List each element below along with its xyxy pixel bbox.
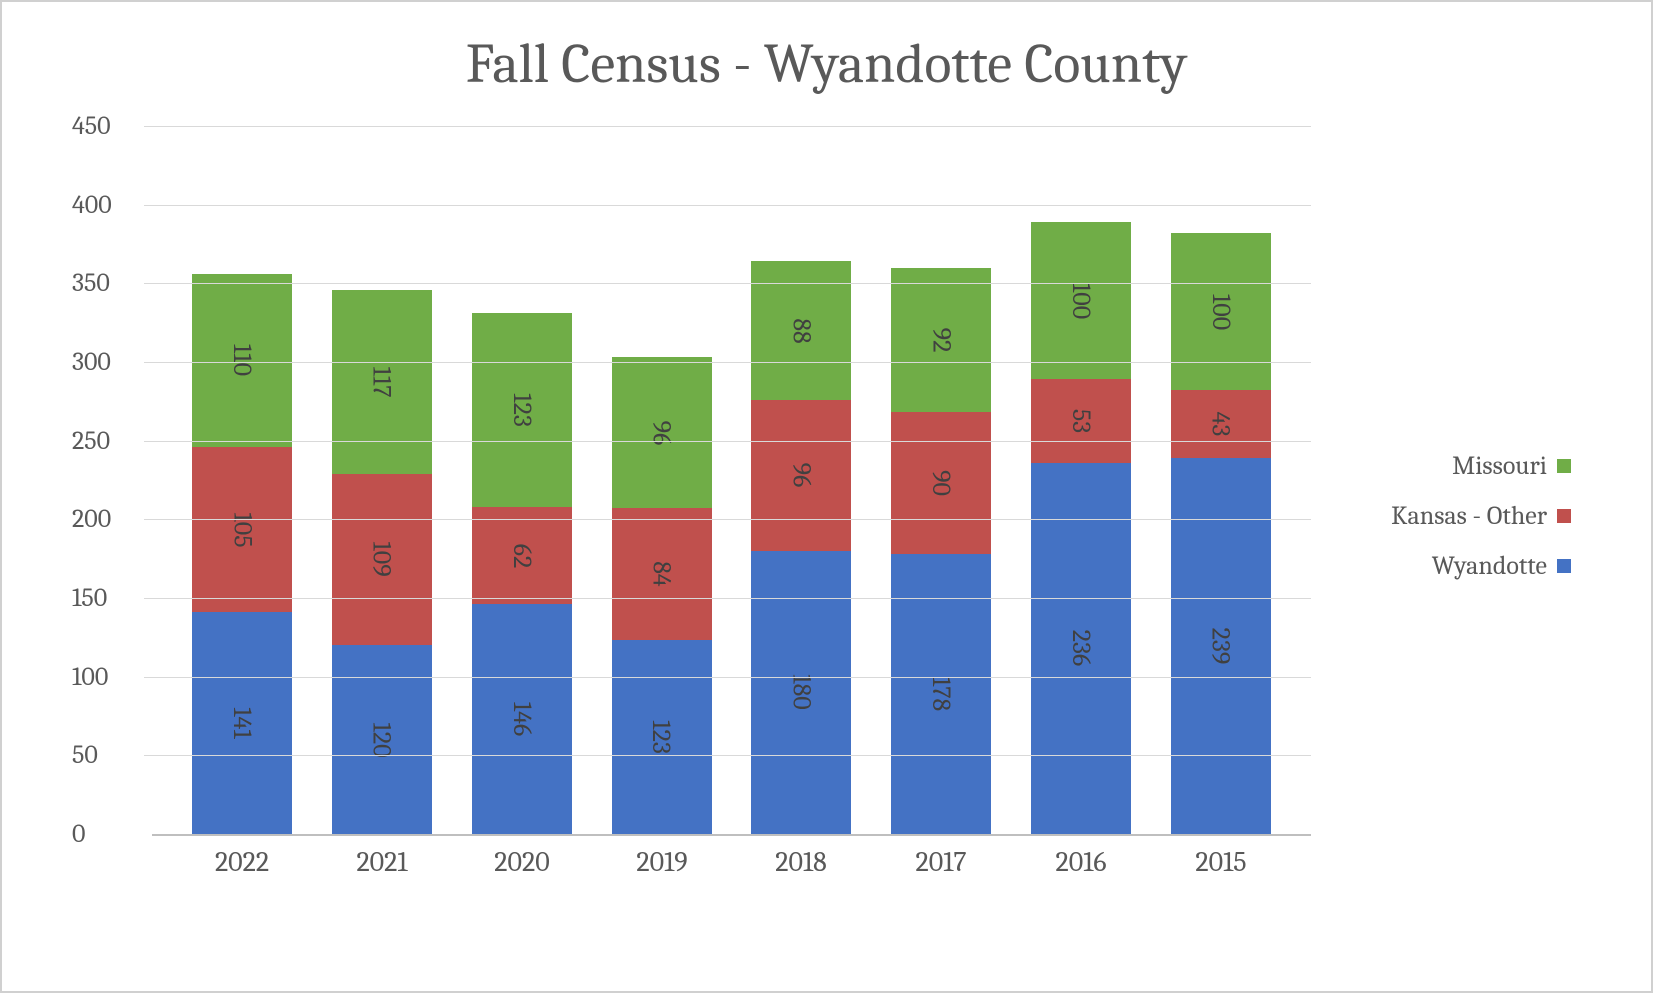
bar-value-label: 236 — [1066, 630, 1096, 666]
bar-segment: 90 — [891, 412, 991, 554]
bar-segment: 92 — [891, 268, 991, 413]
legend: Missouri Kansas - Other Wyandotte — [1311, 126, 1591, 906]
y-tick-label: 0 — [72, 819, 142, 849]
bar-value-label: 84 — [647, 562, 677, 587]
y-tick-label: 250 — [72, 426, 142, 456]
gridline — [144, 755, 1311, 756]
bar-segment: 178 — [891, 554, 991, 834]
y-tick-label: 450 — [72, 111, 142, 141]
bar-value-label: 146 — [507, 702, 537, 736]
y-tick-label: 400 — [72, 190, 142, 220]
bar-value-label: 109 — [367, 542, 397, 577]
legend-item: Missouri — [1311, 451, 1571, 481]
legend-swatch — [1557, 559, 1571, 573]
bar-value-label: 92 — [926, 328, 956, 353]
legend-swatch — [1557, 459, 1571, 473]
bars-group: 239 43 100 236 53 100 178 90 92 180 96 88 123 84 96 146… — [152, 126, 1311, 834]
y-tick-label: 200 — [72, 504, 142, 534]
bar-value-label: 96 — [786, 463, 816, 488]
bar-segment: 141 — [192, 612, 292, 834]
chart-body: Missouri Kansas - Other Wyandotte 239 43 100… — [22, 126, 1631, 906]
bar-value-label: 88 — [786, 318, 816, 343]
chart-container: Fall Census - Wyandotte County Missouri K… — [0, 0, 1653, 993]
bar-value-label: 141 — [227, 707, 257, 739]
bar-value-label: 178 — [926, 677, 956, 711]
bar-segment: 239 — [1171, 458, 1271, 834]
legend-label: Wyandotte — [1432, 551, 1547, 581]
chart-title: Fall Census - Wyandotte County — [22, 32, 1631, 96]
bar-segment: 117 — [332, 290, 432, 474]
gridline — [144, 362, 1311, 363]
x-tick-label: 2022 — [192, 846, 292, 906]
bar-segment: 100 — [1171, 233, 1271, 390]
gridline — [144, 283, 1311, 284]
bar-segment: 146 — [472, 604, 572, 834]
bar-column: 120 109 117 — [332, 290, 432, 834]
bar-value-label: 62 — [507, 543, 537, 568]
gridline — [144, 205, 1311, 206]
bar-value-label: 180 — [786, 675, 816, 710]
gridline — [144, 677, 1311, 678]
bar-value-label: 120 — [367, 722, 397, 757]
bar-segment: 105 — [192, 447, 292, 612]
y-tick-label: 300 — [72, 347, 142, 377]
y-tick-label: 350 — [72, 268, 142, 298]
bar-segment: 123 — [472, 313, 572, 507]
gridline — [144, 598, 1311, 599]
y-tick-label: 100 — [72, 662, 142, 692]
legend-label: Missouri — [1452, 451, 1547, 481]
legend-item: Kansas - Other — [1311, 501, 1571, 531]
gridline — [144, 441, 1311, 442]
bar-value-label: 105 — [227, 512, 257, 547]
legend-label: Kansas - Other — [1391, 501, 1547, 531]
bar-segment: 62 — [472, 507, 572, 605]
bar-segment: 84 — [612, 508, 712, 640]
bar-value-label: 100 — [1066, 283, 1096, 319]
x-axis: 2015 2016 2017 2018 2019 2020 2021 2022 — [152, 846, 1311, 906]
bar-column: 180 96 88 — [751, 261, 851, 834]
bar-value-label: 117 — [367, 366, 397, 397]
plot-wrap: 239 43 100 236 53 100 178 90 92 180 96 88 123 84 96 146… — [152, 126, 1311, 906]
x-tick-label: 2017 — [891, 846, 991, 906]
gridline — [144, 126, 1311, 127]
bar-segment: 180 — [751, 551, 851, 834]
bar-column: 123 84 96 — [612, 357, 712, 834]
bar-value-label: 53 — [1066, 409, 1096, 433]
x-tick-label: 2018 — [751, 846, 851, 906]
y-tick-label: 150 — [72, 583, 142, 613]
bar-segment: 96 — [751, 400, 851, 551]
bar-value-label: 123 — [507, 393, 537, 427]
bar-segment: 120 — [332, 645, 432, 834]
x-tick-label: 2019 — [612, 846, 712, 906]
bar-column: 141 105 110 — [192, 274, 292, 834]
bar-column: 236 53 100 — [1031, 222, 1131, 834]
bar-segment: 43 — [1171, 390, 1271, 458]
bar-segment: 96 — [612, 357, 712, 508]
bar-segment: 109 — [332, 474, 432, 645]
bar-value-label: 90 — [926, 470, 956, 496]
bar-column: 178 90 92 — [891, 268, 991, 834]
y-tick-label: 50 — [72, 740, 142, 770]
plot-area: 239 43 100 236 53 100 178 90 92 180 96 88 123 84 96 146… — [152, 126, 1311, 836]
bar-segment: 53 — [1031, 379, 1131, 462]
bar-segment: 110 — [192, 274, 292, 447]
bar-value-label: 123 — [647, 720, 677, 754]
gridline — [144, 519, 1311, 520]
bar-column: 239 43 100 — [1171, 233, 1271, 834]
bar-segment: 100 — [1031, 222, 1131, 379]
bar-segment: 88 — [751, 261, 851, 399]
x-tick-label: 2015 — [1171, 846, 1271, 906]
x-tick-label: 2021 — [332, 846, 432, 906]
bar-value-label: 100 — [1206, 294, 1236, 330]
x-tick-label: 2020 — [472, 846, 572, 906]
bar-value-label: 43 — [1206, 412, 1236, 437]
x-tick-label: 2016 — [1031, 846, 1131, 906]
bar-segment: 123 — [612, 640, 712, 834]
bar-value-label: 239 — [1206, 628, 1236, 665]
legend-swatch — [1557, 509, 1571, 523]
legend-item: Wyandotte — [1311, 551, 1571, 581]
bar-value-label: 110 — [227, 344, 257, 376]
